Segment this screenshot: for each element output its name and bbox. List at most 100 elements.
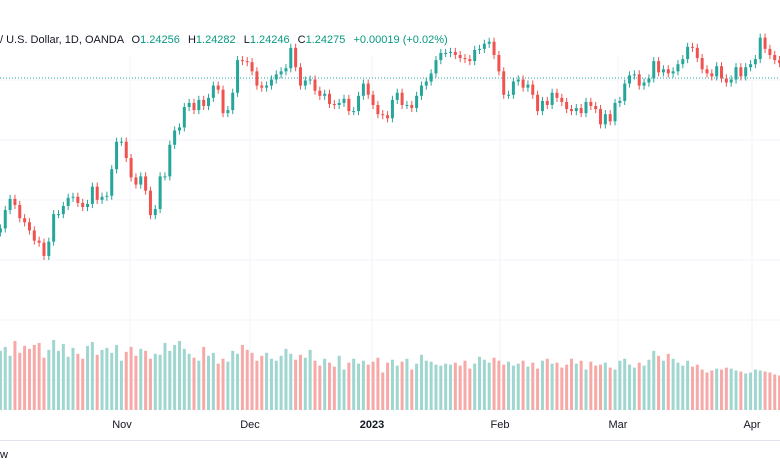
candle-body bbox=[153, 209, 157, 216]
volume-bar bbox=[753, 369, 757, 410]
volume-bar bbox=[550, 363, 554, 410]
candle-body bbox=[468, 59, 472, 62]
volume-bar bbox=[695, 364, 699, 410]
candle-body bbox=[144, 176, 148, 191]
volume-bar bbox=[139, 348, 143, 410]
candle-body bbox=[56, 214, 60, 216]
volume-bar bbox=[574, 363, 578, 410]
volume-bar bbox=[250, 352, 254, 410]
candle-body bbox=[753, 59, 757, 65]
x-tick-label: Mar bbox=[609, 419, 628, 431]
volume-bar bbox=[376, 357, 380, 410]
volume-bar bbox=[42, 357, 46, 410]
volume-bar bbox=[768, 372, 772, 410]
candle-body bbox=[536, 94, 540, 112]
candle-body bbox=[516, 79, 520, 82]
candlesticks bbox=[0, 33, 780, 261]
volume-bar bbox=[323, 358, 327, 410]
candle-body bbox=[23, 218, 27, 223]
candle-body bbox=[507, 94, 511, 96]
volume-bar bbox=[148, 358, 152, 410]
candle-body bbox=[415, 95, 419, 109]
candle-body bbox=[652, 61, 656, 79]
volume-bar bbox=[13, 340, 17, 410]
candle-body bbox=[603, 114, 607, 125]
volume-bar bbox=[95, 354, 99, 410]
candle-body bbox=[182, 107, 186, 128]
candle-body bbox=[744, 67, 748, 77]
volume-bar bbox=[507, 361, 511, 410]
price-chart[interactable]: OctNovDec2023FebMarApr bbox=[0, 0, 780, 440]
volume-bar bbox=[468, 368, 472, 410]
candle-body bbox=[531, 84, 535, 95]
candle-body bbox=[710, 73, 714, 77]
volume-bar bbox=[371, 361, 375, 410]
candle-body bbox=[429, 73, 433, 82]
volume-bar bbox=[478, 356, 482, 410]
x-tick-label: 2023 bbox=[360, 419, 384, 431]
candle-body bbox=[8, 198, 12, 211]
candle-body bbox=[478, 48, 482, 50]
volume-bar bbox=[623, 358, 627, 410]
candle-body bbox=[376, 104, 380, 115]
volume-bar bbox=[386, 362, 390, 410]
candle-body bbox=[332, 103, 336, 105]
candle-body bbox=[110, 169, 114, 196]
footer-label: w bbox=[0, 449, 8, 461]
candle-body bbox=[18, 204, 22, 219]
candle-body bbox=[90, 186, 94, 204]
candle-body bbox=[381, 114, 385, 116]
candle-body bbox=[352, 111, 356, 113]
volume-bar bbox=[608, 367, 612, 410]
candle-body bbox=[231, 92, 235, 111]
volume-bar bbox=[216, 363, 220, 410]
volume-bar bbox=[124, 351, 128, 410]
candle-body bbox=[463, 58, 467, 60]
candle-body bbox=[690, 46, 694, 48]
candle-body bbox=[148, 190, 152, 216]
candle-body bbox=[700, 58, 704, 70]
candle-body bbox=[434, 60, 438, 74]
candle-body bbox=[439, 52, 443, 61]
volume-bar bbox=[763, 371, 767, 410]
volume-bar bbox=[642, 365, 646, 410]
candle-body bbox=[473, 49, 477, 62]
volume-bar bbox=[778, 375, 780, 410]
volume-bar bbox=[720, 369, 724, 410]
volume-bar bbox=[744, 373, 748, 410]
candle-body bbox=[240, 60, 244, 62]
volume-bar bbox=[439, 365, 443, 410]
volume-bar bbox=[705, 372, 709, 410]
volume-bar bbox=[390, 359, 394, 410]
volume-bar bbox=[8, 355, 12, 410]
volume-bar bbox=[231, 350, 235, 410]
candle-body bbox=[521, 79, 525, 88]
volume-bar bbox=[424, 360, 428, 410]
volume-bar bbox=[647, 359, 651, 410]
candle-body bbox=[574, 108, 578, 112]
volume-bar bbox=[758, 370, 762, 410]
candle-body bbox=[86, 203, 90, 207]
candle-body bbox=[458, 55, 462, 59]
candle-body bbox=[579, 108, 583, 114]
volume-bar bbox=[603, 362, 607, 410]
candle-body bbox=[419, 85, 423, 96]
volume-bar bbox=[434, 364, 438, 410]
candle-body bbox=[444, 52, 448, 54]
candle-body bbox=[318, 90, 322, 96]
volume-bar bbox=[182, 348, 186, 410]
volume-bar bbox=[3, 346, 7, 410]
candle-body bbox=[66, 197, 70, 206]
volume-bar bbox=[71, 347, 75, 410]
candle-body bbox=[526, 84, 530, 88]
candle-body bbox=[739, 67, 743, 77]
volume-bar bbox=[129, 346, 133, 410]
volume-bar bbox=[734, 370, 738, 410]
candle-body bbox=[632, 74, 636, 76]
candle-body bbox=[279, 71, 283, 75]
volume-bar bbox=[269, 358, 273, 410]
volume-bar bbox=[274, 360, 278, 410]
volume-bar bbox=[202, 346, 206, 410]
candle-body bbox=[555, 92, 559, 98]
volume-bar bbox=[526, 366, 530, 410]
